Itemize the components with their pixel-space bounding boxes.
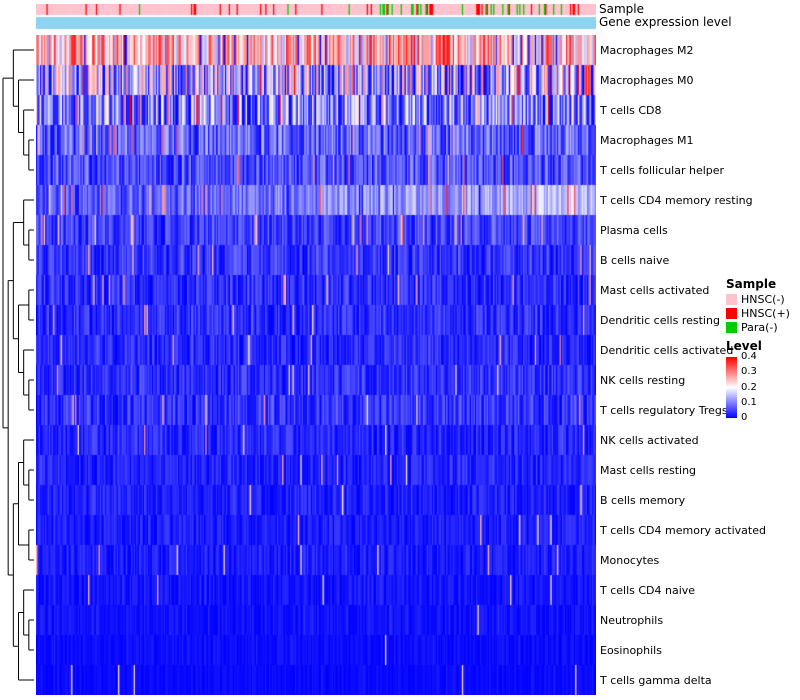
legend-sample-item: HNSC(+) <box>726 307 800 320</box>
legend-color-swatch <box>726 322 737 333</box>
sample-annotation-bar-canvas <box>36 4 596 30</box>
row-label: Macrophages M0 <box>600 73 694 87</box>
row-labels: Macrophages M2 Macrophages M0 T cells CD8 M… <box>600 35 798 695</box>
row-label: Mast cells resting <box>600 463 697 477</box>
sample-annotation-label: Sample <box>599 2 644 16</box>
row-label: Plasma cells <box>600 223 668 237</box>
row-label: Macrophages M1 <box>600 133 694 147</box>
legend-sample-item-label: Para(-) <box>741 321 778 334</box>
legend-sample-item: HNSC(-) <box>726 293 800 306</box>
row-label: Eosinophils <box>600 643 662 657</box>
heatmap-canvas <box>36 35 596 695</box>
row-label: T cells regulatory Tregs <box>600 403 728 417</box>
legend-sample-item: Para(-) <box>726 321 800 334</box>
row-label: T cells follicular helper <box>600 163 725 177</box>
row-label: Monocytes <box>600 553 660 567</box>
row-label: Mast cells activated <box>600 283 710 297</box>
gene-expression-annotation-label: Gene expression level <box>599 15 732 29</box>
legend-level-title: Level <box>726 339 762 353</box>
row-label: NK cells activated <box>600 433 699 447</box>
dendrogram-lines <box>2 49 34 681</box>
legend-sample-item-label: HNSC(+) <box>741 307 790 320</box>
level-tick-label: 0 <box>741 412 748 423</box>
level-tick-label: 0.2 <box>741 381 757 393</box>
row-label: T cells CD4 memory activated <box>600 523 766 537</box>
legend-level-scale: 0.4 0.3 0.2 0.1 0 <box>726 351 800 425</box>
row-label: T cells CD4 memory resting <box>600 193 753 207</box>
legend-sample-item-label: HNSC(-) <box>741 293 785 306</box>
legend-sample-title: Sample <box>726 277 777 291</box>
legend: Sample HNSC(-) HNSC(+) Para(-) Level 0.4 0.… <box>726 277 800 425</box>
row-label: B cells memory <box>600 493 686 507</box>
level-tick-label: 0.3 <box>741 366 757 378</box>
row-label: Dendritic cells resting <box>600 313 720 327</box>
row-label: Neutrophils <box>600 613 664 627</box>
legend-sample-items: HNSC(-) HNSC(+) Para(-) <box>726 293 800 334</box>
row-label: T cells CD4 naive <box>600 583 696 597</box>
row-label: B cells naive <box>600 253 670 267</box>
level-tick-label: 0.4 <box>741 351 757 362</box>
row-label: Dendritic cells activated <box>600 343 734 357</box>
legend-color-swatch <box>726 294 737 305</box>
legend-color-swatch <box>726 308 737 319</box>
row-label: NK cells resting <box>600 373 686 387</box>
dendrogram <box>2 49 34 681</box>
level-gradient-bar <box>726 357 737 418</box>
level-tick-label: 0.1 <box>741 396 757 408</box>
row-label: Macrophages M2 <box>600 43 694 57</box>
row-label: T cells CD8 <box>600 103 662 117</box>
row-label: T cells gamma delta <box>600 673 712 687</box>
